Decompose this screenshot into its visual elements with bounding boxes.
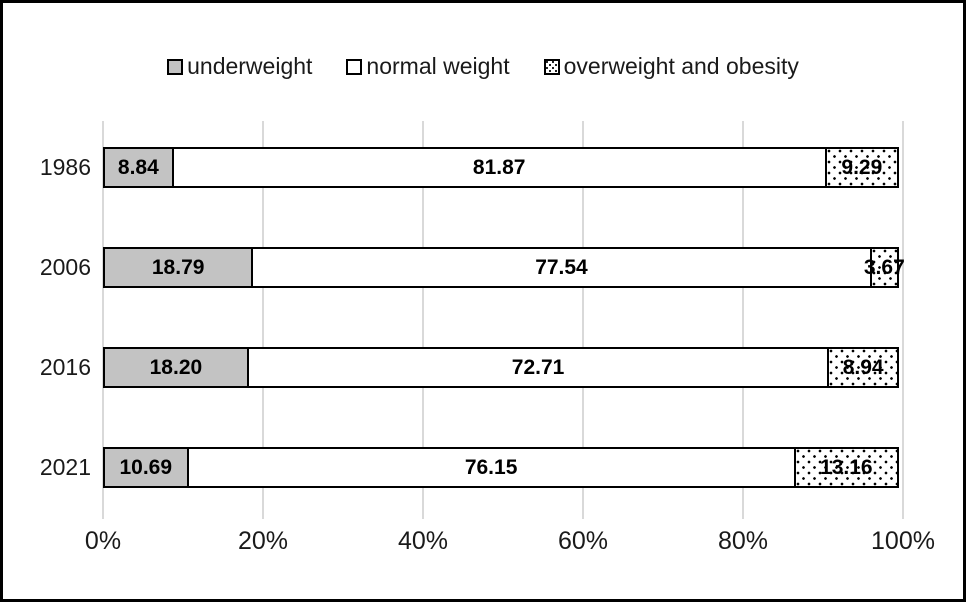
bar-segment-underweight: 18.20 (103, 347, 249, 388)
bar-row: 18.79 77.54 3.67 (103, 247, 905, 288)
gridline (902, 121, 904, 519)
x-tick-label: 80% (717, 527, 769, 555)
value-label: 77.54 (535, 255, 588, 279)
legend-item-underweight: underweight (167, 53, 312, 80)
legend-item-normal-weight: normal weight (346, 53, 510, 80)
value-label: 13.16 (820, 455, 873, 479)
value-label: 76.15 (464, 455, 518, 479)
bar-segment-overweight-and-obesity: 3.67 (864, 247, 905, 288)
bar-segment-overweight-and-obesity: 13.16 (793, 447, 899, 488)
legend-item-overweight-and-obesity: overweight and obesity (543, 53, 799, 80)
gridline (262, 121, 264, 519)
gridline (582, 121, 584, 519)
legend-label: underweight (187, 53, 313, 79)
category-label: 1986 (39, 154, 91, 180)
category-label: 2016 (39, 354, 91, 380)
x-tick-label: 100% (871, 527, 935, 555)
x-tick-label: 0% (84, 527, 122, 555)
x-tick-label: 60% (557, 527, 609, 555)
normal-weight-swatch-icon (346, 58, 363, 75)
bar-segment-normal-weight: 77.54 (251, 247, 872, 288)
bar-segment-normal-weight: 72.71 (246, 347, 830, 388)
value-label: 18.20 (149, 355, 203, 379)
bar-segment-underweight: 10.69 (103, 447, 189, 488)
category-label: 2021 (39, 454, 91, 480)
legend-label: normal weight (366, 53, 510, 79)
bar-row: 10.69 76.15 13.16 (103, 447, 903, 488)
bar-row: 18.20 72.71 8.94 (103, 347, 903, 388)
value-label: 81.87 (472, 155, 526, 179)
bar-segment-underweight: 18.79 (103, 247, 254, 288)
bar-segment-underweight: 8.84 (103, 147, 174, 188)
value-label: 9.29 (841, 155, 883, 179)
bar-segment-overweight-and-obesity: 8.94 (827, 347, 899, 388)
underweight-swatch-icon (167, 58, 184, 75)
value-label: 8.94 (842, 355, 884, 379)
value-label: 72.71 (511, 355, 565, 379)
x-tick-label: 20% (237, 527, 289, 555)
bar-segment-normal-weight: 76.15 (186, 447, 796, 488)
overweight-swatch-icon (543, 58, 560, 75)
gridline (742, 121, 744, 519)
gridline (422, 121, 424, 519)
category-label: 2006 (39, 254, 91, 280)
value-label: 8.84 (117, 155, 159, 179)
gridline (102, 121, 104, 519)
bar-segment-normal-weight: 81.87 (171, 147, 827, 188)
x-tick-label: 40% (397, 527, 449, 555)
legend-label: overweight and obesity (563, 53, 799, 79)
bar-segment-overweight-and-obesity: 9.29 (824, 147, 899, 188)
value-label: 3.67 (863, 255, 905, 279)
legend: underweight normal weight overweight and… (3, 53, 963, 80)
value-label: 10.69 (119, 455, 173, 479)
value-label: 18.79 (151, 255, 205, 279)
plot-gridlines (102, 121, 904, 519)
bar-row: 8.84 81.87 9.29 (103, 147, 903, 188)
